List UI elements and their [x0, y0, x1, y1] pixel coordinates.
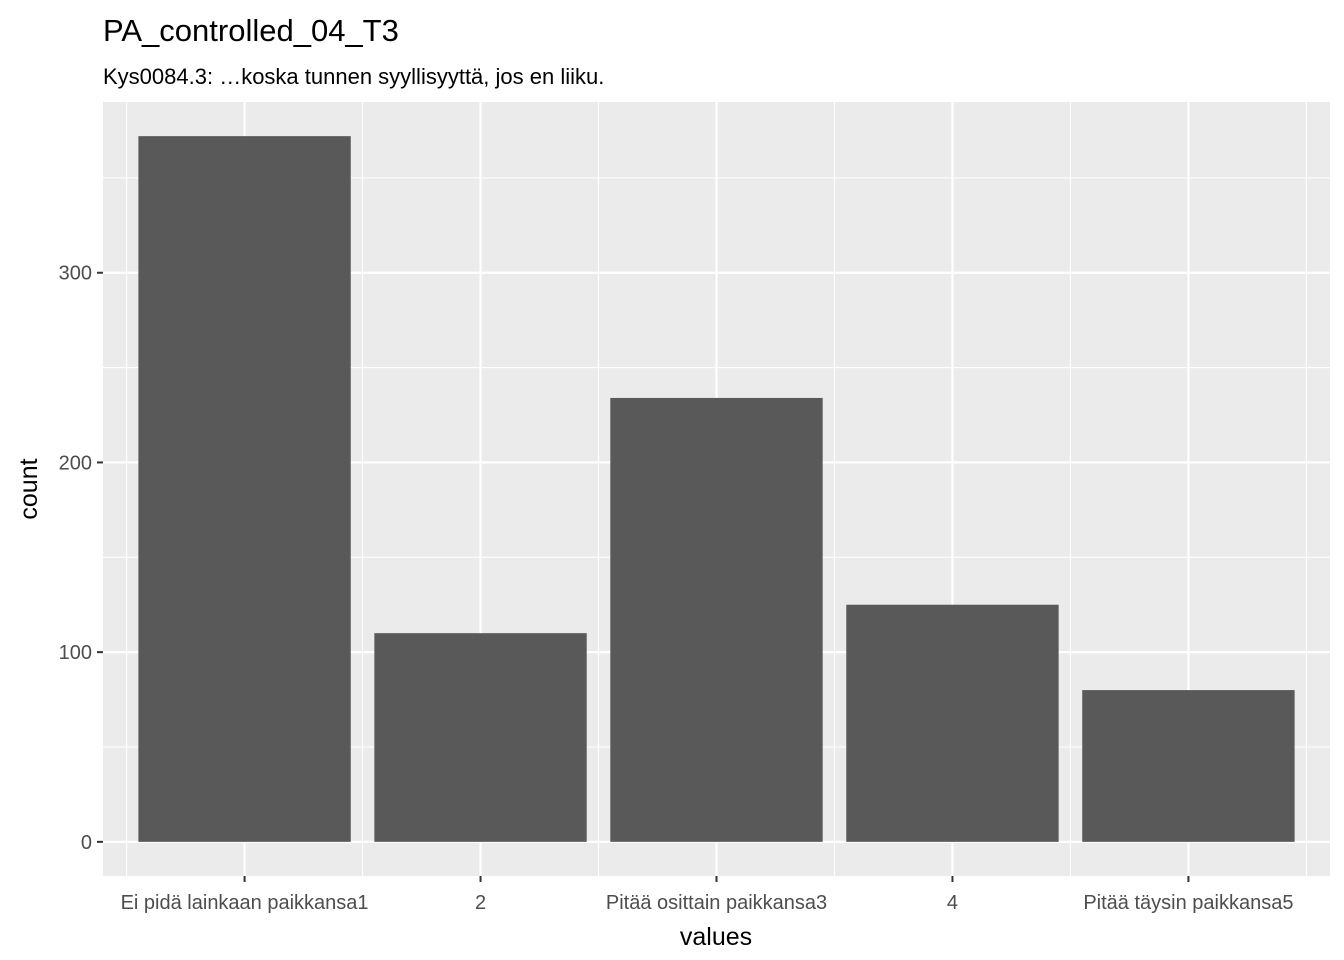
bar: [846, 604, 1059, 842]
x-axis-title: values: [680, 923, 752, 951]
x-tick-label: Ei pidä lainkaan paikkansa1: [121, 892, 369, 914]
bar: [610, 397, 823, 842]
x-tick-label: Pitää täysin paikkansa5: [1083, 892, 1293, 914]
chart-title: PA_controlled_04_T3: [103, 13, 399, 48]
y-axis-title: count: [15, 458, 43, 519]
x-tick-label: 4: [947, 892, 958, 914]
y-tick-label: 300: [59, 263, 92, 285]
y-tick-label: 200: [59, 452, 92, 474]
y-tick-label: 100: [59, 642, 92, 664]
x-tick-label: 2: [475, 892, 486, 914]
y-tick-label: 0: [81, 832, 92, 854]
y-axis: 0 100 200 300: [59, 263, 103, 854]
bar: [1082, 690, 1295, 842]
chart-subtitle: Kys0084.3: …koska tunnen syyllisyyttä, j…: [103, 64, 604, 89]
bar: [374, 633, 587, 842]
bars: [138, 136, 1295, 842]
bar: [138, 136, 351, 842]
x-tick-label: Pitää osittain paikkansa3: [606, 892, 827, 914]
x-axis: Ei pidä lainkaan paikkansa1 2 Pitää ositta…: [121, 876, 1293, 914]
